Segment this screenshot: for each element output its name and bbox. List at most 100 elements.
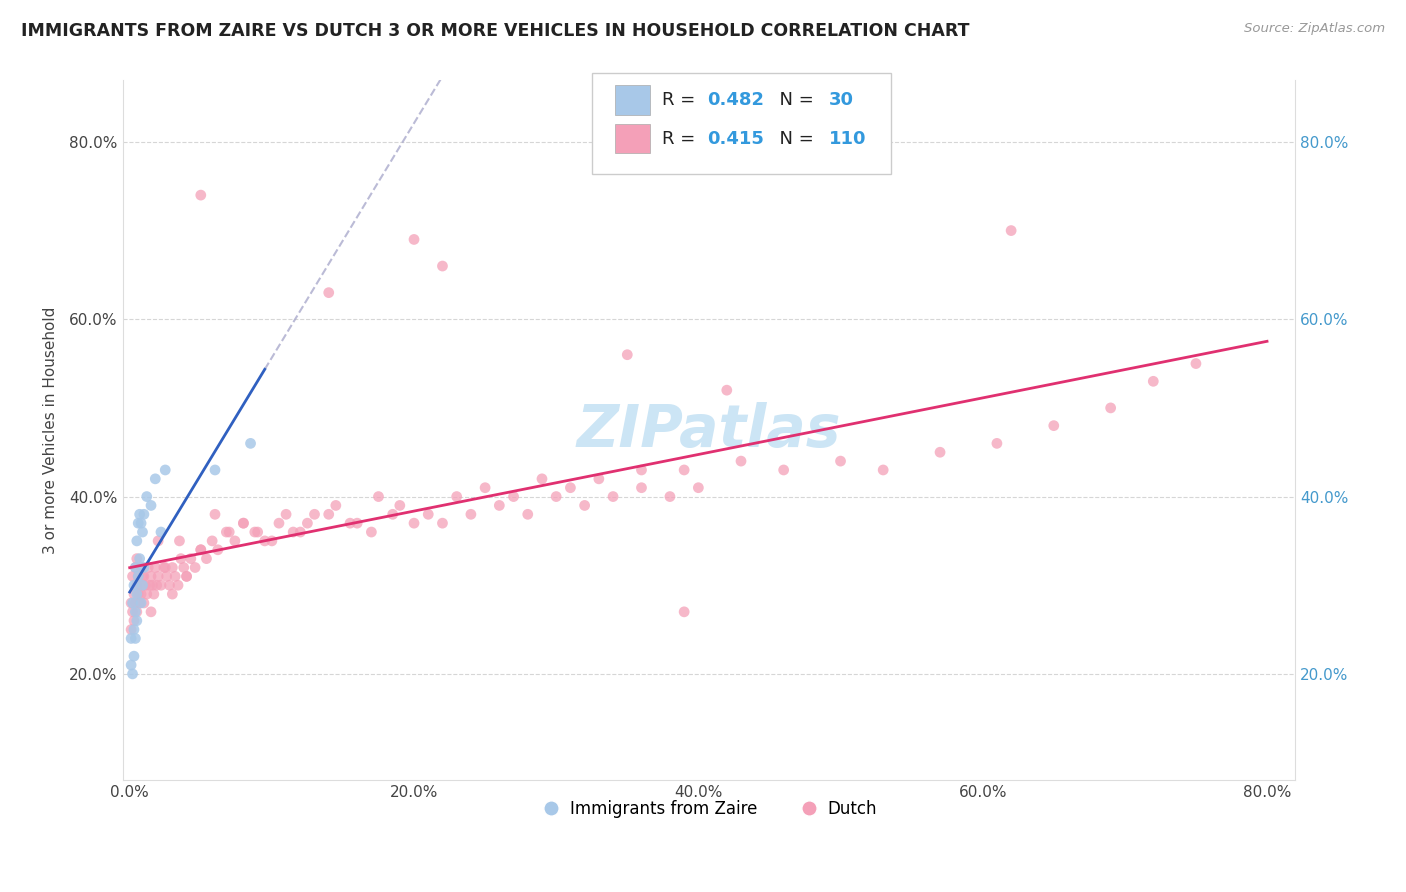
- Point: [260, 533, 283, 548]
- Text: IMMIGRANTS FROM ZAIRE VS DUTCH 3 OR MORE VEHICLES IN HOUSEHOLD CORRELATION CHART: IMMIGRANTS FROM ZAIRE VS DUTCH 3 OR MORE…: [21, 22, 970, 40]
- Point: [122, 587, 145, 601]
- Point: [139, 569, 162, 583]
- Point: [432, 516, 454, 531]
- Text: 30: 30: [828, 91, 853, 109]
- Point: [142, 587, 165, 601]
- Point: [1099, 401, 1122, 415]
- Point: [125, 614, 148, 628]
- Point: [184, 560, 207, 574]
- Point: [215, 524, 238, 539]
- Point: [128, 596, 150, 610]
- Point: [169, 533, 191, 548]
- Point: [141, 578, 163, 592]
- Point: [120, 658, 142, 673]
- FancyBboxPatch shape: [616, 124, 651, 153]
- Point: [128, 551, 150, 566]
- Point: [127, 587, 149, 601]
- Text: ZIPatlas: ZIPatlas: [576, 401, 841, 458]
- Point: [167, 578, 190, 592]
- Point: [716, 383, 738, 397]
- Point: [124, 632, 146, 646]
- Point: [432, 259, 454, 273]
- Point: [125, 533, 148, 548]
- Text: R =: R =: [662, 91, 702, 109]
- Point: [121, 596, 143, 610]
- Point: [207, 542, 229, 557]
- Point: [129, 596, 152, 610]
- Point: [135, 587, 157, 601]
- Point: [239, 436, 262, 450]
- Text: N =: N =: [768, 91, 820, 109]
- Point: [176, 569, 198, 583]
- Point: [630, 481, 652, 495]
- Point: [929, 445, 952, 459]
- Point: [204, 463, 226, 477]
- Point: [616, 348, 638, 362]
- Point: [218, 524, 240, 539]
- Point: [283, 524, 305, 539]
- Point: [132, 569, 155, 583]
- Point: [381, 508, 404, 522]
- Point: [673, 463, 696, 477]
- Point: [143, 560, 166, 574]
- Point: [267, 516, 290, 531]
- Point: [346, 516, 368, 531]
- Point: [121, 666, 143, 681]
- Point: [190, 542, 212, 557]
- Point: [124, 560, 146, 574]
- Point: [986, 436, 1008, 450]
- Point: [125, 578, 148, 592]
- Point: [122, 614, 145, 628]
- Y-axis label: 3 or more Vehicles in Household: 3 or more Vehicles in Household: [44, 306, 58, 554]
- Point: [176, 569, 198, 583]
- Point: [143, 472, 166, 486]
- Point: [146, 533, 169, 548]
- Point: [138, 578, 160, 592]
- Point: [156, 569, 179, 583]
- Point: [190, 542, 212, 557]
- Point: [872, 463, 894, 477]
- Text: Source: ZipAtlas.com: Source: ZipAtlas.com: [1244, 22, 1385, 36]
- Point: [124, 560, 146, 574]
- Point: [124, 596, 146, 610]
- Point: [297, 516, 319, 531]
- Text: 110: 110: [828, 129, 866, 148]
- Point: [135, 490, 157, 504]
- Point: [630, 463, 652, 477]
- Point: [132, 560, 155, 574]
- Text: 0.415: 0.415: [707, 129, 763, 148]
- Point: [274, 508, 297, 522]
- Point: [730, 454, 752, 468]
- Point: [1185, 357, 1208, 371]
- Point: [1000, 223, 1022, 237]
- Point: [232, 516, 254, 531]
- Point: [588, 472, 610, 486]
- Point: [128, 508, 150, 522]
- Point: [402, 516, 425, 531]
- Point: [132, 596, 155, 610]
- Text: N =: N =: [768, 129, 820, 148]
- Point: [180, 551, 202, 566]
- Point: [190, 188, 212, 202]
- Point: [546, 490, 568, 504]
- Point: [149, 578, 172, 592]
- Point: [602, 490, 624, 504]
- Point: [131, 524, 153, 539]
- Point: [246, 524, 269, 539]
- Point: [474, 481, 496, 495]
- Point: [253, 533, 276, 548]
- Point: [367, 490, 389, 504]
- Point: [460, 508, 482, 522]
- Point: [136, 560, 159, 574]
- Point: [830, 454, 852, 468]
- Point: [318, 285, 340, 300]
- Point: [688, 481, 710, 495]
- Point: [162, 587, 184, 601]
- Point: [165, 569, 187, 583]
- Point: [120, 632, 142, 646]
- Point: [488, 499, 510, 513]
- Point: [125, 551, 148, 566]
- Legend: Immigrants from Zaire, Dutch: Immigrants from Zaire, Dutch: [534, 793, 883, 824]
- Point: [139, 605, 162, 619]
- Point: [673, 605, 696, 619]
